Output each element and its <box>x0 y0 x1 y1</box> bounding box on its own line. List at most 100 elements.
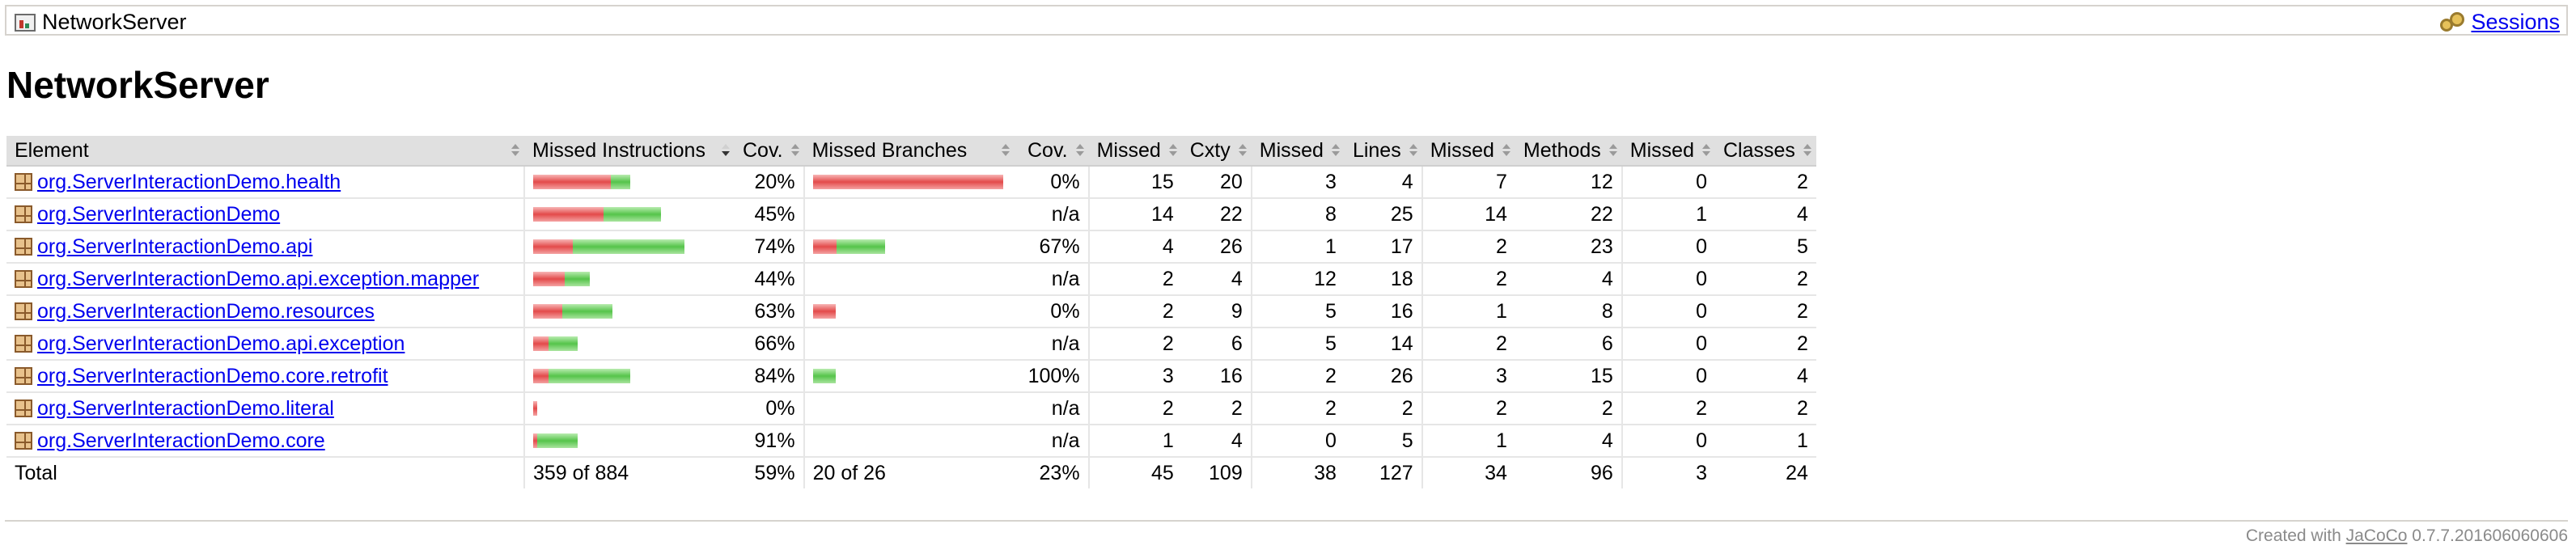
sessions-icon <box>2440 11 2466 33</box>
missed-branches-bar <box>803 295 1015 328</box>
branch-cov: n/a <box>1014 263 1089 296</box>
missed-cxty: 14 <box>1087 198 1182 231</box>
package-link[interactable]: org.ServerInteractionDemo.api.exception.… <box>37 267 480 290</box>
total-missed-methods: 34 <box>1421 457 1515 488</box>
package-icon <box>15 334 32 353</box>
covered-bar <box>549 336 578 351</box>
cxty: 9 <box>1181 295 1252 328</box>
instr-cov: 84% <box>735 360 804 393</box>
header-missed-instructions[interactable]: Missed Instructions <box>524 136 735 167</box>
jacoco-link[interactable]: JaCoCo <box>2345 526 2408 545</box>
missed-cxty: 2 <box>1087 295 1182 328</box>
sort-icon <box>1803 144 1811 157</box>
total-instr-cov: 59% <box>754 461 795 484</box>
missed-branches-bar <box>803 328 1015 361</box>
cxty: 4 <box>1181 263 1252 296</box>
methods: 8 <box>1515 295 1622 328</box>
covered-bar <box>836 239 885 254</box>
header-element[interactable]: Element <box>6 136 524 167</box>
footer: Created with JaCoCo 0.7.7.201606060606 <box>2246 526 2568 546</box>
package-link[interactable]: org.ServerInteractionDemo.api <box>37 235 313 258</box>
classes: 2 <box>1714 263 1816 296</box>
coverage-bar <box>533 207 727 222</box>
package-icon <box>15 431 32 450</box>
package-link[interactable]: org.ServerInteractionDemo <box>37 202 281 226</box>
missed-cxty: 2 <box>1087 392 1182 425</box>
coverage-bar <box>812 239 1006 254</box>
element-cell: org.ServerInteractionDemo.core.retrofit <box>6 360 524 393</box>
total-missed-lines: 38 <box>1250 457 1345 488</box>
package-icon <box>15 366 32 385</box>
header-missed-cxty[interactable]: Missed <box>1088 136 1182 167</box>
header-label: Missed Branches <box>811 138 968 162</box>
branch-cov: n/a <box>1014 425 1089 458</box>
sort-icon <box>1701 144 1710 157</box>
sort-desc-icon <box>722 144 730 157</box>
breadcrumb-current: NetworkServer <box>15 10 187 35</box>
sessions-link[interactable]: Sessions <box>2471 10 2560 34</box>
package-link[interactable]: org.ServerInteractionDemo.core <box>37 429 325 452</box>
missed-instructions-bar <box>523 263 735 296</box>
header-missed-classes[interactable]: Missed <box>1621 136 1715 167</box>
footer-divider <box>5 520 2568 522</box>
header-methods[interactable]: Methods <box>1515 136 1622 167</box>
header-missed-lines[interactable]: Missed <box>1251 136 1345 167</box>
header-instr-cov[interactable]: Cov. <box>735 136 804 167</box>
missed-bar <box>812 304 836 319</box>
missed-cxty: 1 <box>1087 425 1182 458</box>
total-row: Total 359 of 884 59% 20 of 26 23% 45 109… <box>6 457 1816 488</box>
header-label: Missed Instructions <box>532 138 705 162</box>
total-missed-classes: 3 <box>1621 457 1715 488</box>
package-link[interactable]: org.ServerInteractionDemo.core.retrofit <box>37 364 388 387</box>
header-missed-methods[interactable]: Missed <box>1421 136 1515 167</box>
table-row: org.ServerInteractionDemo.api 74% 67% 4 26 1 1… <box>6 230 1816 264</box>
header-missed-branches[interactable]: Missed Branches <box>803 136 1015 167</box>
lines: 16 <box>1344 295 1422 328</box>
package-link[interactable]: org.ServerInteractionDemo.literal <box>37 396 334 420</box>
branch-cov: 0% <box>1014 166 1089 199</box>
table-row: org.ServerInteractionDemo 45% n/a 14 22 8 25 14… <box>6 198 1816 231</box>
header-classes[interactable]: Classes <box>1714 136 1816 167</box>
lines: 17 <box>1344 230 1422 264</box>
missed-methods: 3 <box>1421 360 1515 393</box>
total-cxty: 109 <box>1209 461 1243 484</box>
package-icon <box>15 302 32 320</box>
package-icon <box>15 399 32 417</box>
lines: 14 <box>1344 328 1422 361</box>
coverage-bar <box>812 175 1006 189</box>
package-link[interactable]: org.ServerInteractionDemo.resources <box>37 299 375 323</box>
element-cell: org.ServerInteractionDemo <box>6 198 524 231</box>
coverage-bar <box>533 401 727 416</box>
missed-instructions-bar <box>523 295 735 328</box>
element-cell: org.ServerInteractionDemo.core <box>6 425 524 458</box>
total-methods: 96 <box>1590 461 1613 484</box>
covered-bar <box>565 272 590 286</box>
table-row: org.ServerInteractionDemo.core.retrofit 8… <box>6 360 1816 393</box>
header-cxty[interactable]: Cxty <box>1181 136 1252 167</box>
package-link[interactable]: org.ServerInteractionDemo.api.exception <box>37 332 405 355</box>
sort-icon <box>1502 144 1510 157</box>
missed-cxty: 2 <box>1087 328 1182 361</box>
coverage-bar <box>533 336 727 351</box>
cxty: 4 <box>1181 425 1252 458</box>
header-label: Missed <box>1259 138 1324 162</box>
methods: 4 <box>1515 425 1622 458</box>
missed-bar <box>533 336 549 351</box>
package-link[interactable]: org.ServerInteractionDemo.health <box>37 170 341 193</box>
total-missed-cxty: 45 <box>1087 457 1182 488</box>
table-row: org.ServerInteractionDemo.api.exception 6… <box>6 328 1816 361</box>
covered-bar <box>611 175 630 189</box>
header-lines[interactable]: Lines <box>1344 136 1422 167</box>
missed-instructions-bar <box>523 328 735 361</box>
lines: 18 <box>1344 263 1422 296</box>
element-cell: org.ServerInteractionDemo.api.exception.… <box>6 263 524 296</box>
missed-bar <box>533 272 565 286</box>
missed-classes: 2 <box>1621 392 1715 425</box>
lines: 2 <box>1344 392 1422 425</box>
coverage-bar <box>533 272 727 286</box>
header-branch-cov[interactable]: Cov. <box>1014 136 1089 167</box>
covered-bar <box>549 369 630 383</box>
element-cell: org.ServerInteractionDemo.resources <box>6 295 524 328</box>
missed-cxty: 3 <box>1087 360 1182 393</box>
header-label: Methods <box>1523 138 1601 162</box>
